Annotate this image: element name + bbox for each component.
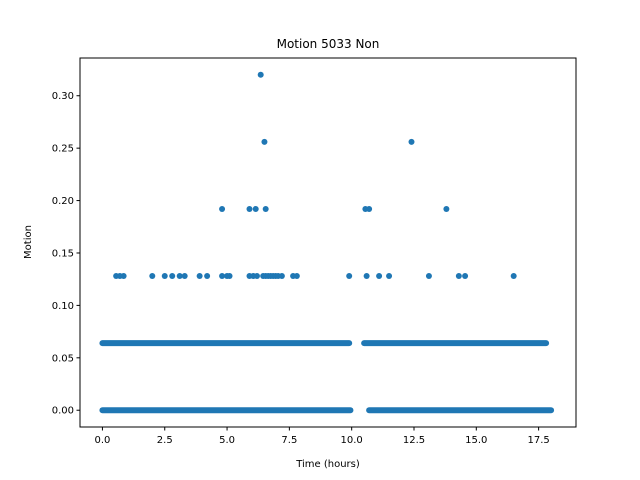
data-point: [226, 273, 233, 280]
x-tick-label: 2.5: [157, 435, 173, 446]
data-point: [408, 138, 415, 145]
data-point: [204, 273, 211, 280]
data-point: [425, 273, 432, 280]
x-tick-label: 5.0: [219, 435, 235, 446]
y-tick-label: 0.10: [52, 301, 74, 312]
data-point: [169, 273, 176, 280]
y-tick-label: 0.05: [52, 353, 74, 364]
data-point-band: [361, 340, 550, 347]
data-point: [510, 273, 517, 280]
data-point-band: [99, 407, 354, 414]
data-point: [376, 273, 383, 280]
data-point: [462, 273, 469, 280]
data-point: [219, 273, 226, 280]
points-layer: [99, 71, 555, 414]
x-tick-label: 0.0: [94, 435, 110, 446]
x-tick-label: 7.5: [281, 435, 297, 446]
data-point: [262, 205, 269, 212]
data-point: [293, 273, 300, 280]
data-point: [196, 273, 203, 280]
y-tick-label: 0.00: [52, 406, 74, 417]
data-point: [386, 273, 393, 280]
y-axis: 0.00 0.05 0.10 0.15 0.20 0.25 0.30: [52, 91, 80, 417]
data-point: [253, 273, 260, 280]
y-axis-label: Motion: [23, 225, 34, 259]
x-tick-label: 15.0: [465, 435, 487, 446]
data-point: [443, 205, 450, 212]
data-point: [278, 273, 285, 280]
data-point: [366, 205, 373, 212]
data-point: [219, 205, 226, 212]
data-point: [257, 71, 264, 78]
data-point-band: [366, 407, 555, 414]
x-axis: 0.0 2.5 5.0 7.5 10.0 12.5 15.0 17.5: [94, 427, 550, 446]
data-point: [261, 138, 268, 145]
y-tick-label: 0.30: [52, 91, 74, 102]
data-point-band: [99, 340, 353, 347]
x-axis-label: Time (hours): [295, 459, 360, 470]
data-point: [246, 205, 253, 212]
x-tick-label: 12.5: [403, 435, 425, 446]
data-point: [149, 273, 156, 280]
plot-frame: [79, 57, 577, 428]
x-tick-label: 17.5: [527, 435, 549, 446]
data-point: [346, 273, 353, 280]
data-point: [363, 273, 370, 280]
data-point: [181, 273, 188, 280]
x-tick-label: 10.0: [341, 435, 363, 446]
data-point: [455, 273, 462, 280]
y-tick-label: 0.20: [52, 196, 74, 207]
y-tick-label: 0.25: [52, 144, 74, 155]
data-point: [120, 273, 127, 280]
data-point: [252, 205, 259, 212]
chart-title: Motion 5033 Non: [277, 37, 380, 51]
data-point: [161, 273, 168, 280]
y-tick-label: 0.15: [52, 248, 74, 259]
data-point: [176, 273, 183, 280]
